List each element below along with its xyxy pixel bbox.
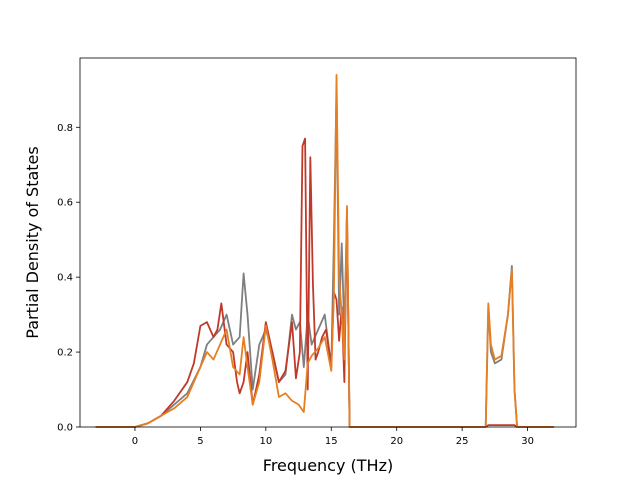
y-axis-ticks: 0.0 0.2 0.4 0.6 0.8 bbox=[57, 123, 80, 434]
y-tick-label: 0.0 bbox=[57, 423, 73, 434]
series-line-3 bbox=[95, 73, 554, 428]
x-tick-label: 15 bbox=[325, 436, 338, 447]
x-axis-ticks: 0 5 10 15 20 25 30 bbox=[132, 427, 534, 447]
y-tick-label: 0.2 bbox=[57, 348, 73, 359]
x-tick-label: 20 bbox=[390, 436, 403, 447]
x-tick-label: 25 bbox=[456, 436, 469, 447]
x-axis-label: Frequency (THz) bbox=[263, 456, 393, 475]
y-tick-label: 0.4 bbox=[57, 273, 73, 284]
axes-frame bbox=[79, 57, 577, 428]
x-tick-label: 5 bbox=[197, 436, 203, 447]
x-tick-label: 0 bbox=[132, 436, 138, 447]
y-axis-label: Partial Density of States bbox=[23, 146, 42, 338]
x-tick-label: 10 bbox=[259, 436, 272, 447]
y-tick-label: 0.6 bbox=[57, 198, 73, 209]
y-tick-label: 0.8 bbox=[57, 123, 73, 134]
x-tick-label: 30 bbox=[521, 436, 534, 447]
